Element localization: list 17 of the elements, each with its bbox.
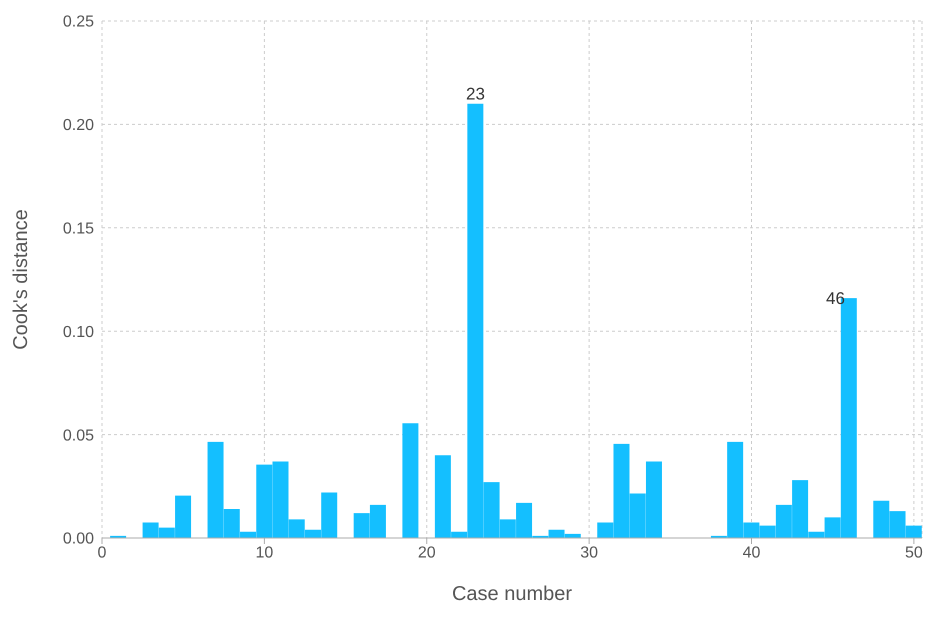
y-tick-label: 0.20 xyxy=(62,117,94,134)
y-tick-label: 0.05 xyxy=(62,427,94,444)
y-tick-label: 0.00 xyxy=(62,530,94,548)
x-axis-title: Case number xyxy=(452,583,572,605)
x-tick-label: 20 xyxy=(418,544,436,562)
bar xyxy=(402,423,418,538)
x-tick-label: 30 xyxy=(580,544,598,562)
annotation: 46 xyxy=(826,289,845,308)
y-tick-label: 0.15 xyxy=(62,220,94,238)
y-axis-title: Cook's distance xyxy=(10,209,32,350)
y-tick-label: 0.25 xyxy=(62,14,94,31)
x-tick-label: 50 xyxy=(904,544,923,562)
annotation: 23 xyxy=(466,84,485,104)
x-tick-label: 10 xyxy=(255,544,274,562)
y-tick-label: 0.10 xyxy=(62,324,94,341)
x-tick-label: 0 xyxy=(98,544,107,562)
x-tick-label: 40 xyxy=(742,544,761,562)
